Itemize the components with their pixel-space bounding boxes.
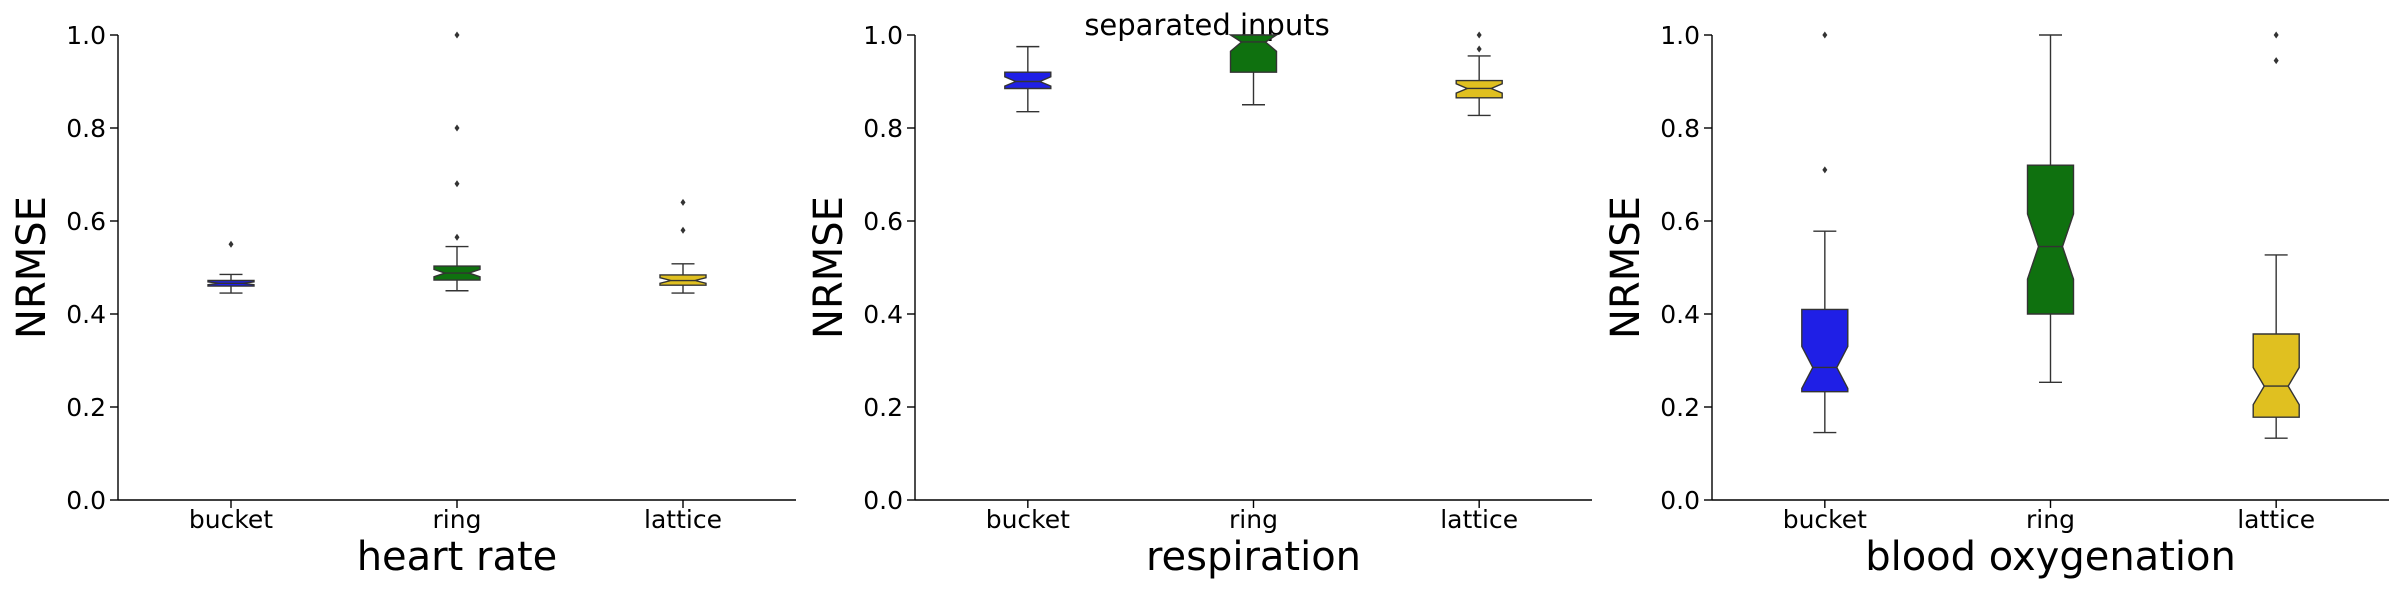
box-body [1004, 71, 1052, 90]
outlier-point [454, 233, 460, 241]
box-bucket [207, 240, 255, 294]
y-tick-label: 0.4 [863, 300, 903, 329]
box-ring [1228, 34, 1279, 106]
y-tick-label: 1.0 [66, 21, 106, 50]
x-tick-label-bucket: bucket [986, 505, 1070, 534]
box-body [1801, 308, 1849, 393]
outlier-point [2273, 31, 2279, 39]
box-ring [2026, 34, 2075, 384]
outlier-point [1476, 45, 1482, 53]
y-axis-title: NRMSE [806, 196, 852, 339]
x-tick-label-lattice: lattice [1440, 505, 1518, 534]
x-tick-label-lattice: lattice [644, 505, 722, 534]
x-axis-title: blood oxygenation [1865, 534, 2236, 580]
figure-suptitle: separated inputs [1084, 8, 1329, 42]
y-tick-label: 0.8 [66, 114, 106, 143]
x-axis-title: heart rate [357, 534, 558, 580]
heart-rate-panel: 0.0 0.2 0.4 0.6 0.8 1.0 bucket ring lattice heart… [9, 21, 796, 580]
y-tick-label: 1.0 [863, 21, 903, 50]
outlier-point [454, 180, 460, 188]
outlier-point [2273, 57, 2279, 65]
box-body [1228, 34, 1279, 73]
y-tick-label: 0.4 [66, 300, 106, 329]
y-tick-label: 0.6 [1660, 207, 1700, 236]
x-tick-label-lattice: lattice [2237, 505, 2315, 534]
box-lattice [2252, 31, 2300, 439]
box-body [2252, 333, 2300, 418]
y-tick-label: 1.0 [1660, 21, 1700, 50]
outlier-point [1476, 31, 1482, 39]
y-tick-label: 0.0 [863, 486, 903, 515]
box-lattice [659, 198, 707, 294]
y-tick-label: 0.0 [66, 486, 106, 515]
outlier-point [454, 124, 460, 132]
y-axis-title: NRMSE [1603, 196, 1649, 339]
x-tick-label-ring: ring [433, 505, 482, 534]
box-lattice [1455, 31, 1503, 117]
x-tick-label-bucket: bucket [189, 505, 273, 534]
x-tick-label-bucket: bucket [1783, 505, 1867, 534]
x-tick-label-ring: ring [2026, 505, 2075, 534]
box-bucket [1801, 31, 1849, 434]
y-tick-label: 0.2 [66, 393, 106, 422]
y-tick-label: 0.8 [863, 114, 903, 143]
box-body [1455, 79, 1503, 99]
blood-oxygenation-panel: 0.0 0.2 0.4 0.6 0.8 1.0 bucket ring latticeblood… [1603, 21, 2389, 580]
y-tick-label: 0.2 [1660, 393, 1700, 422]
y-tick-label: 0.2 [863, 393, 903, 422]
outlier-point [1822, 31, 1828, 39]
y-axis-title: NRMSE [9, 196, 55, 339]
outlier-point [680, 198, 686, 206]
box-ring [433, 31, 481, 292]
y-tick-label: 0.6 [66, 207, 106, 236]
respiration-panel: 0.0 0.2 0.4 0.6 0.8 1.0 bucket ring lattice respi… [806, 21, 1592, 580]
x-tick-label-ring: ring [1229, 505, 1278, 534]
box-body [2026, 164, 2075, 315]
outlier-point [454, 31, 460, 39]
y-tick-label: 0.0 [1660, 486, 1700, 515]
outlier-point [680, 226, 686, 234]
x-axis-title: respiration [1146, 534, 1361, 580]
y-tick-label: 0.4 [1660, 300, 1700, 329]
outlier-point [228, 240, 234, 248]
outlier-point [1822, 166, 1828, 174]
y-tick-label: 0.6 [863, 207, 903, 236]
y-tick-label: 0.8 [1660, 114, 1700, 143]
box-bucket [1004, 45, 1052, 113]
